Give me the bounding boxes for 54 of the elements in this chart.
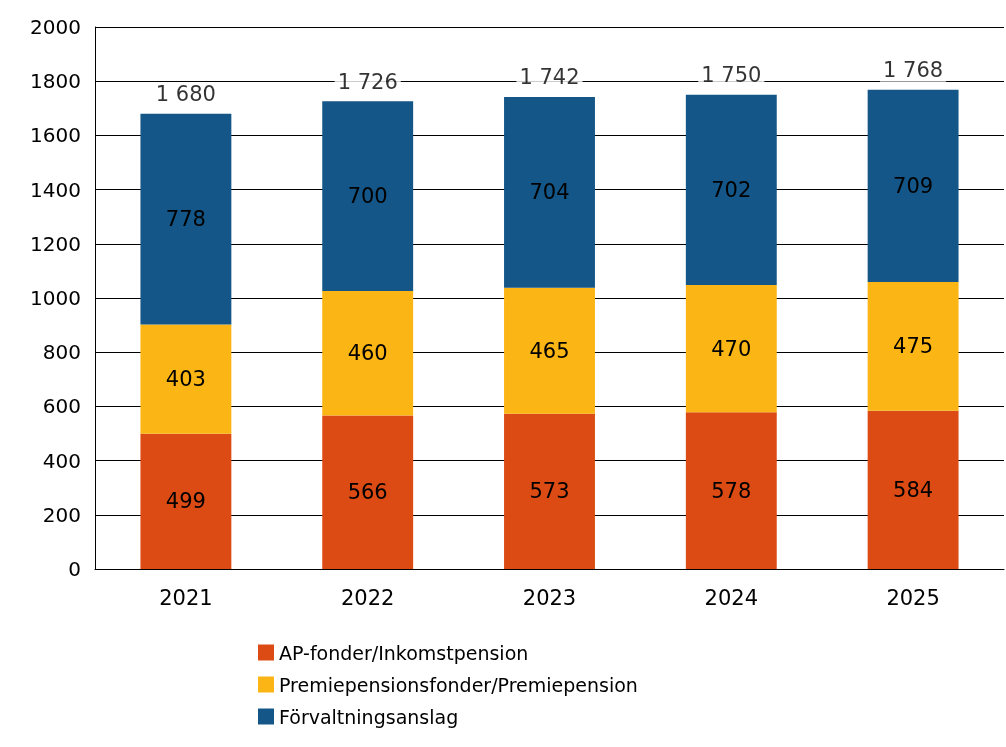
- data-label: 573: [529, 479, 570, 504]
- data-label: 499: [165, 489, 206, 514]
- bar: [322, 101, 414, 291]
- data-label: 709: [893, 173, 934, 198]
- bar: [867, 410, 959, 569]
- bar: [322, 290, 414, 416]
- bar: [504, 96, 595, 288]
- y-tick-label: 1200: [30, 231, 81, 256]
- y-tick-label: 200: [42, 502, 81, 527]
- total-label: 1 750: [701, 63, 762, 88]
- legend-label: Premiepensionsfonder/Premiepension: [279, 673, 638, 696]
- y-tick-label: 1000: [30, 286, 81, 310]
- bar: [140, 433, 232, 569]
- bar: [867, 282, 959, 411]
- total-label: 1 742: [519, 65, 580, 90]
- bar: [504, 413, 595, 569]
- total-label: 1 680: [155, 82, 216, 107]
- bar: [685, 412, 777, 569]
- x-tick-label: 2025: [886, 585, 940, 610]
- total-label: 1 768: [883, 58, 944, 83]
- bar: [685, 284, 777, 413]
- data-label: 470: [711, 336, 752, 361]
- data-label: 465: [529, 338, 570, 363]
- data-label: 578: [711, 478, 752, 503]
- y-tick-label: 2000: [30, 15, 81, 39]
- data-label: 566: [347, 480, 388, 505]
- x-tick-label: 2022: [340, 585, 395, 610]
- data-label: 475: [893, 334, 934, 359]
- x-tick-label: 2023: [522, 585, 577, 610]
- y-tick-label: 1400: [30, 177, 81, 202]
- data-label: 460: [347, 341, 388, 366]
- data-label: 403: [165, 367, 206, 392]
- data-label: 702: [711, 177, 752, 202]
- bar: [504, 287, 595, 414]
- x-tick-label: 2024: [704, 585, 759, 610]
- bar: [867, 89, 959, 283]
- y-tick-label: 400: [42, 448, 81, 473]
- legend-label: AP-fonder/Inkomstpension: [279, 641, 529, 664]
- bar: [140, 113, 232, 325]
- legend-label: Förvaltningsanslag: [279, 705, 459, 728]
- data-label: 778: [165, 207, 206, 232]
- bar: [322, 415, 414, 569]
- y-tick-label: 0: [68, 557, 81, 581]
- y-tick-label: 600: [42, 394, 81, 419]
- data-label: 584: [893, 477, 934, 502]
- y-tick-label: 800: [42, 340, 81, 365]
- bar: [140, 324, 232, 434]
- total-label: 1 726: [337, 69, 398, 94]
- bar: [685, 94, 777, 285]
- data-label: 704: [529, 180, 570, 205]
- data-label: 700: [347, 184, 388, 209]
- y-tick-label: 1800: [30, 69, 81, 94]
- x-tick-label: 2021: [159, 585, 213, 610]
- y-tick-label: 1600: [30, 123, 81, 148]
